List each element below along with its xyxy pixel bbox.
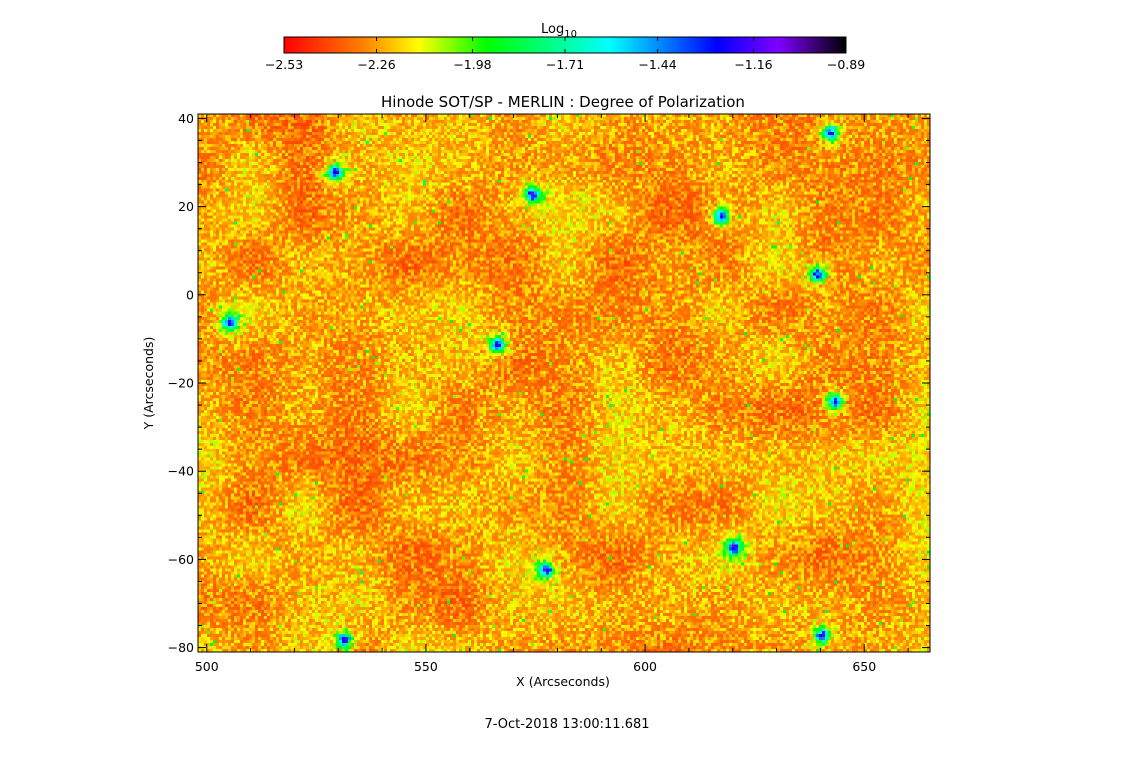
y-tick-label: 40	[178, 111, 194, 126]
x-tick-label: 550	[414, 659, 438, 674]
y-tick-label: 20	[178, 199, 194, 214]
colorbar-tick-label: −1.16	[734, 57, 772, 72]
x-axis-label: X (Arcseconds)	[516, 674, 610, 689]
colorbar-title-base: Log	[541, 22, 564, 37]
colorbar-title: Log10	[541, 22, 577, 40]
colorbar-tick-label: −1.44	[638, 57, 676, 72]
chart-title: Hinode SOT/SP - MERLIN : Degree of Polar…	[381, 93, 745, 111]
colorbar-ticks: −2.53 −2.26 −1.98 −1.71 −1.44 −1.16 −0.89	[265, 37, 865, 72]
x-axis: 500 550 600 650	[195, 114, 909, 674]
footer-timestamp: 7-Oct-2018 13:00:11.681	[484, 717, 649, 732]
y-axis: 40 20 0 −20 −40 −60 −80	[168, 111, 930, 655]
colorbar-tick-label: −1.71	[546, 57, 584, 72]
colorbar: Log10 −2.53 −2.26 −1.98 −1.71 −1.44 −1.16 −0.8…	[265, 22, 865, 72]
x-tick-label: 500	[195, 659, 219, 674]
y-tick-label: −40	[168, 464, 194, 479]
colorbar-tick-label: −0.89	[827, 57, 865, 72]
y-tick-label: −60	[168, 552, 194, 567]
y-tick-label: −20	[168, 376, 194, 391]
heatmap-raster	[198, 114, 930, 652]
heatmap-image	[198, 114, 930, 652]
y-tick-label: −80	[168, 640, 194, 655]
colorbar-title-sub: 10	[564, 29, 577, 40]
x-tick-label: 600	[633, 659, 657, 674]
colorbar-tick-label: −2.26	[357, 57, 395, 72]
x-tick-label: 650	[852, 659, 876, 674]
colorbar-tick-label: −1.98	[453, 57, 491, 72]
colorbar-tick-label: −2.53	[265, 57, 303, 72]
y-tick-label: 0	[186, 287, 194, 302]
y-axis-label: Y (Arcseconds)	[141, 337, 156, 431]
